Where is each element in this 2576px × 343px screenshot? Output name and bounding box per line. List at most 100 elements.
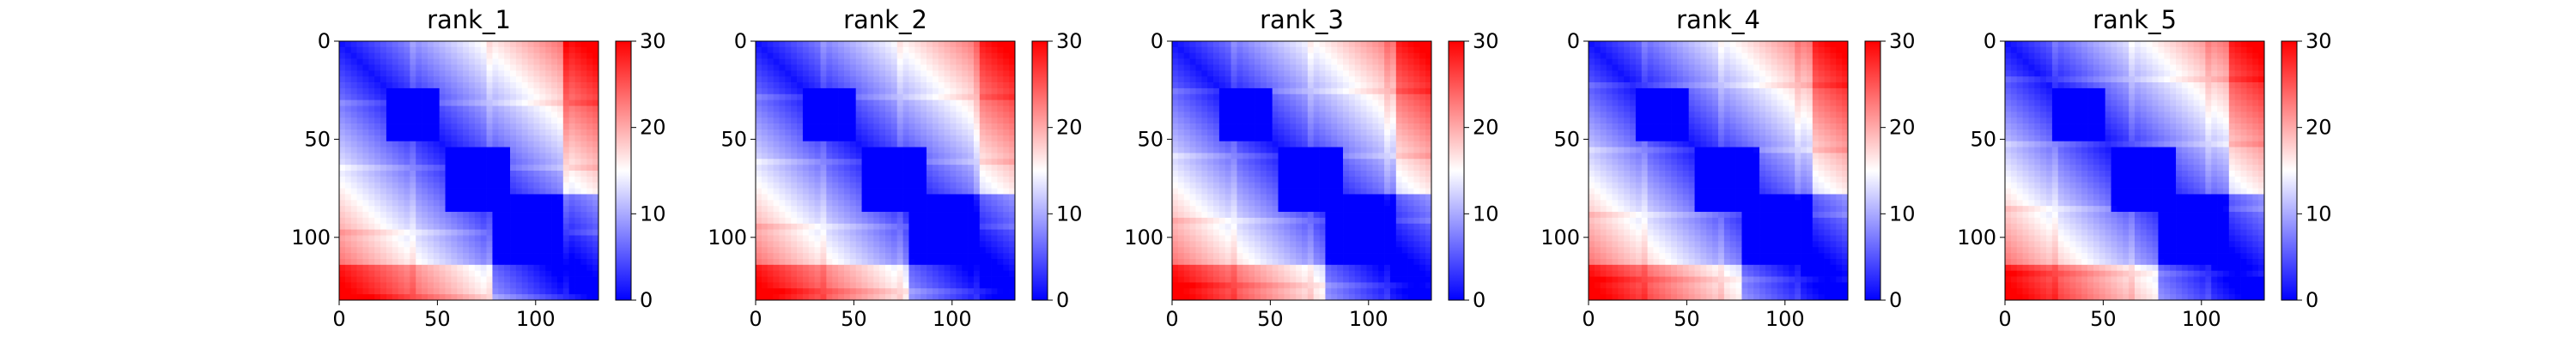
heatmap-cell bbox=[908, 282, 915, 289]
heatmap-cell bbox=[551, 87, 558, 95]
heatmap-cell bbox=[515, 41, 523, 48]
heatmap-cell bbox=[457, 58, 464, 65]
heatmap-cell bbox=[962, 117, 969, 124]
heatmap-cell bbox=[380, 64, 387, 71]
heatmap-cell bbox=[562, 87, 570, 95]
heatmap-cell bbox=[867, 52, 874, 59]
heatmap-cell bbox=[439, 258, 446, 266]
heatmap-cell bbox=[521, 141, 528, 147]
heatmap-cell bbox=[439, 194, 446, 201]
heatmap-cell bbox=[521, 223, 528, 230]
heatmap-cell bbox=[932, 241, 939, 248]
heatmap-cell bbox=[527, 58, 534, 65]
heatmap-cell bbox=[1331, 87, 1338, 95]
heatmap-cell bbox=[356, 41, 363, 48]
heatmap-cell bbox=[1172, 99, 1179, 106]
heatmap-cell bbox=[973, 93, 981, 100]
heatmap-cell bbox=[362, 93, 369, 100]
heatmap-cell bbox=[1009, 111, 1016, 118]
heatmap-cell bbox=[469, 212, 476, 219]
heatmap-cell bbox=[1218, 87, 1226, 95]
heatmap-cell bbox=[932, 159, 939, 165]
heatmap-cell bbox=[580, 247, 587, 254]
heatmap-cell bbox=[968, 117, 975, 124]
heatmap-cell bbox=[808, 247, 815, 254]
heatmap-cell bbox=[1343, 58, 1350, 65]
heatmap-cell bbox=[439, 58, 446, 65]
heatmap-cell bbox=[422, 99, 428, 106]
heatmap-cell bbox=[362, 270, 369, 277]
heatmap-cell bbox=[896, 188, 903, 195]
heatmap-cell bbox=[551, 171, 558, 178]
heatmap-cell bbox=[773, 258, 780, 266]
heatmap-cell bbox=[1266, 171, 1273, 178]
heatmap-cell bbox=[1372, 93, 1379, 100]
heatmap-cell bbox=[521, 58, 528, 65]
heatmap-cell bbox=[374, 264, 381, 272]
heatmap-cell bbox=[785, 93, 792, 100]
heatmap-cell bbox=[873, 76, 880, 83]
heatmap-cell bbox=[920, 46, 927, 54]
heatmap-cell bbox=[885, 64, 892, 71]
heatmap-cell bbox=[410, 159, 416, 165]
heatmap-cell bbox=[938, 235, 945, 242]
heatmap-cell bbox=[539, 64, 546, 71]
heatmap-cell bbox=[855, 58, 862, 65]
heatmap-cell bbox=[1325, 135, 1332, 142]
heatmap-cell bbox=[404, 46, 410, 54]
heatmap-cell bbox=[1343, 165, 1350, 172]
heatmap-cell bbox=[950, 58, 957, 65]
heatmap-cell bbox=[979, 117, 987, 124]
heatmap-cell bbox=[867, 229, 874, 236]
heatmap-cell bbox=[1319, 176, 1326, 184]
heatmap-cell bbox=[1009, 194, 1016, 201]
heatmap-cell bbox=[504, 117, 511, 124]
heatmap-cell bbox=[410, 129, 416, 136]
heatmap-cell bbox=[1319, 58, 1326, 65]
heatmap-cell bbox=[1378, 70, 1385, 77]
heatmap-cell bbox=[1413, 87, 1420, 95]
heatmap-cell bbox=[416, 58, 422, 65]
heatmap-cell bbox=[855, 294, 862, 301]
heatmap-cell bbox=[498, 76, 505, 83]
heatmap-cell bbox=[1319, 82, 1326, 89]
heatmap-cell bbox=[368, 135, 375, 142]
heatmap-cell bbox=[539, 105, 546, 112]
heatmap-cell bbox=[973, 294, 981, 301]
heatmap-cell bbox=[380, 123, 387, 130]
heatmap-cell bbox=[1009, 188, 1016, 195]
heatmap-cell bbox=[386, 241, 393, 248]
heatmap-cell bbox=[568, 247, 575, 254]
heatmap-cell bbox=[1266, 159, 1273, 165]
heatmap-cell bbox=[1009, 70, 1016, 77]
heatmap-cell bbox=[1395, 52, 1403, 59]
heatmap-cell bbox=[344, 70, 352, 77]
heatmap-cell bbox=[451, 247, 458, 254]
heatmap-cell bbox=[568, 276, 575, 283]
heatmap-cell bbox=[362, 111, 369, 118]
heatmap-cell bbox=[914, 264, 921, 272]
heatmap-cell bbox=[350, 111, 357, 118]
heatmap-cell bbox=[985, 176, 992, 184]
heatmap-cell bbox=[826, 41, 833, 48]
heatmap-cell bbox=[521, 217, 528, 225]
heatmap-cell bbox=[510, 217, 517, 225]
heatmap-cell bbox=[826, 135, 833, 142]
heatmap-cell bbox=[885, 87, 892, 95]
heatmap-cell bbox=[879, 70, 886, 77]
heatmap-cell bbox=[1242, 171, 1249, 178]
heatmap-cell bbox=[843, 294, 851, 301]
heatmap-cell bbox=[1201, 117, 1208, 124]
heatmap-cell bbox=[592, 288, 599, 295]
heatmap-cell bbox=[374, 123, 381, 130]
heatmap-cell bbox=[1009, 135, 1016, 142]
heatmap-cell bbox=[1189, 176, 1196, 184]
heatmap-cell bbox=[756, 99, 762, 106]
heatmap-cell bbox=[879, 282, 886, 289]
heatmap-cell bbox=[356, 129, 363, 136]
heatmap-cell bbox=[1284, 82, 1291, 89]
heatmap-cell bbox=[1009, 241, 1016, 248]
heatmap-cell bbox=[938, 264, 945, 272]
heatmap-cell bbox=[539, 99, 546, 106]
heatmap-cell bbox=[779, 117, 786, 124]
